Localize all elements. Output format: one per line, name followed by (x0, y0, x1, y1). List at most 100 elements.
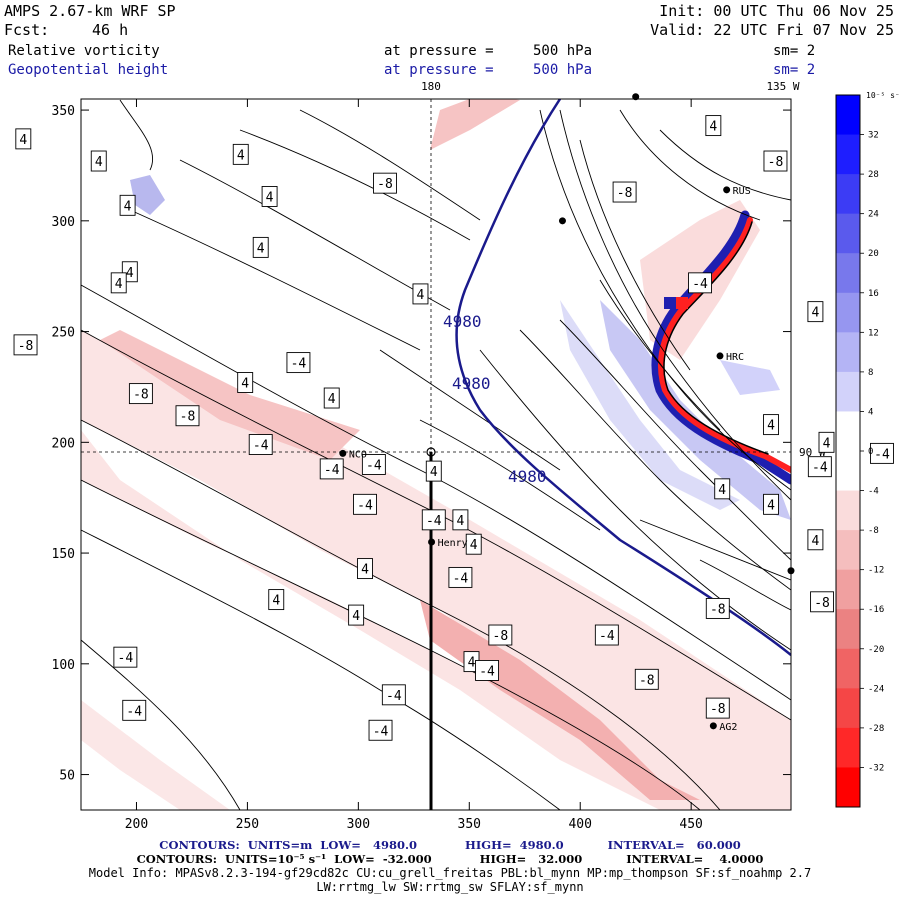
svg-text:4: 4 (468, 656, 476, 671)
contour-label: 4 (807, 301, 824, 323)
colorbar-label: 24 (868, 210, 879, 220)
contour-label: 4 (465, 533, 482, 555)
colorbar-label: 28 (868, 170, 879, 180)
svg-text:-4: -4 (599, 629, 615, 644)
svg-text:-4: -4 (118, 651, 134, 666)
contour-label: 4 (237, 372, 254, 393)
colorbar-label: -32 (868, 763, 884, 773)
y-tick-label: 150 (52, 547, 75, 562)
contour-label: -4 (248, 434, 273, 455)
height-contour (455, 99, 791, 656)
svg-text:-4: -4 (373, 724, 389, 739)
plot-frame (80, 98, 792, 811)
svg-text:4: 4 (417, 288, 425, 303)
contour-label: 4 (452, 509, 469, 531)
svg-text:4: 4 (456, 514, 464, 529)
contour-label: 4 (15, 128, 32, 150)
colorbar-swatch (836, 213, 860, 254)
field2-smooth: sm= 2 (773, 62, 816, 78)
contour-label: 4 (807, 529, 824, 551)
contour-label: -8 (612, 181, 637, 203)
svg-text:4: 4 (823, 436, 831, 451)
colorbar-swatch (836, 411, 860, 452)
svg-text:-4: -4 (366, 458, 382, 473)
colorbar-label: 16 (868, 289, 879, 299)
contour-label: -8 (13, 334, 38, 356)
contour-label: 4 (348, 604, 365, 626)
contour-label: -4 (319, 458, 344, 480)
contour-label: -8 (763, 150, 788, 172)
contour-label: 4 (357, 558, 373, 580)
contour-label: -8 (175, 405, 200, 427)
colorbar: 32 28 24 20 16 12 8 4 0 -4 -8 -12 -16 -20 -24 -28 -32 (835, 94, 884, 808)
colorbar-swatch (836, 609, 860, 650)
svg-text:-8: -8 (710, 602, 726, 617)
y-tick-label: 50 (59, 769, 75, 784)
colorbar-swatch (836, 134, 860, 175)
forecast-hours: 46 h (92, 21, 129, 39)
contour-label: 4 (90, 150, 107, 172)
height-label: 4980 (452, 374, 491, 393)
contour-label: 4 (425, 460, 442, 482)
colorbar-swatch (836, 569, 860, 610)
field2-level-label: at pressure = (384, 62, 494, 78)
x-tick-label: 350 (458, 817, 481, 832)
contour-label: -8 (373, 172, 397, 194)
contour-label: 4 (252, 236, 269, 258)
contour-label: -8 (128, 383, 153, 405)
svg-text:4: 4 (237, 148, 245, 163)
contour-label: -4 (448, 566, 473, 588)
svg-text:4: 4 (241, 377, 249, 392)
svg-text:-4: -4 (874, 447, 890, 462)
lon-label-135w: 135 W (766, 80, 799, 93)
x-tick-label: 200 (125, 817, 148, 832)
station-marker: RUS (723, 186, 751, 197)
svg-text:4: 4 (272, 594, 280, 609)
colorbar-label: 4 (868, 407, 873, 417)
colorbar-swatch (836, 174, 860, 215)
height-label: 4980 (508, 467, 547, 486)
svg-text:-8: -8 (377, 177, 393, 192)
forecast-label: Fcst: (4, 21, 50, 39)
colorbar-label: 0 (868, 447, 873, 457)
svg-text:-8: -8 (617, 186, 633, 201)
contour-label: -4 (361, 454, 386, 475)
svg-text:-4: -4 (253, 439, 269, 454)
station-marker (787, 567, 795, 575)
station-marker (558, 217, 566, 225)
colorbar-swatch (836, 451, 860, 492)
contour-label: -4 (113, 646, 138, 668)
svg-text:4: 4 (95, 155, 103, 170)
x-tick-label: 300 (347, 817, 370, 832)
colorbar-swatch (836, 371, 860, 412)
contour-label: -4 (286, 352, 311, 374)
colorbar-label: -28 (868, 724, 884, 734)
svg-text:-4: -4 (291, 357, 307, 372)
svg-text:-8: -8 (768, 155, 784, 170)
colorbar-swatch (836, 292, 860, 333)
contour-label: -4 (368, 719, 393, 741)
svg-text:4: 4 (328, 392, 336, 407)
station-label: AG2 (719, 722, 737, 733)
contour-label: -8 (705, 597, 730, 619)
y-tick-label: 300 (52, 215, 75, 230)
valid-time: Valid: 22 UTC Fri 07 Nov 25 (650, 21, 894, 39)
svg-text:4: 4 (767, 498, 775, 513)
colorbar-swatch (836, 253, 860, 294)
station-marker: Henry (428, 538, 468, 549)
svg-text:4: 4 (811, 306, 819, 321)
svg-text:4: 4 (709, 120, 717, 135)
contour-label: 4 (261, 186, 278, 207)
colorbar-label: 32 (868, 131, 879, 141)
footer-model-info: Model Info: MPASv8.2.3-194-gf29cd82c CU:… (88, 866, 812, 880)
contour-label: -4 (381, 684, 406, 706)
svg-text:-4: -4 (126, 704, 142, 719)
height-label: 4980 (443, 312, 482, 331)
colorbar-unit: 10⁻⁵ s⁻¹ (866, 91, 900, 100)
contour-label: 4 (323, 387, 340, 409)
station-marker: HRC (716, 352, 744, 363)
colorbar-label: -20 (868, 645, 884, 655)
contour-label: 4 (232, 143, 249, 165)
svg-text:-4: -4 (453, 571, 469, 586)
contour-label: -4 (688, 272, 712, 294)
